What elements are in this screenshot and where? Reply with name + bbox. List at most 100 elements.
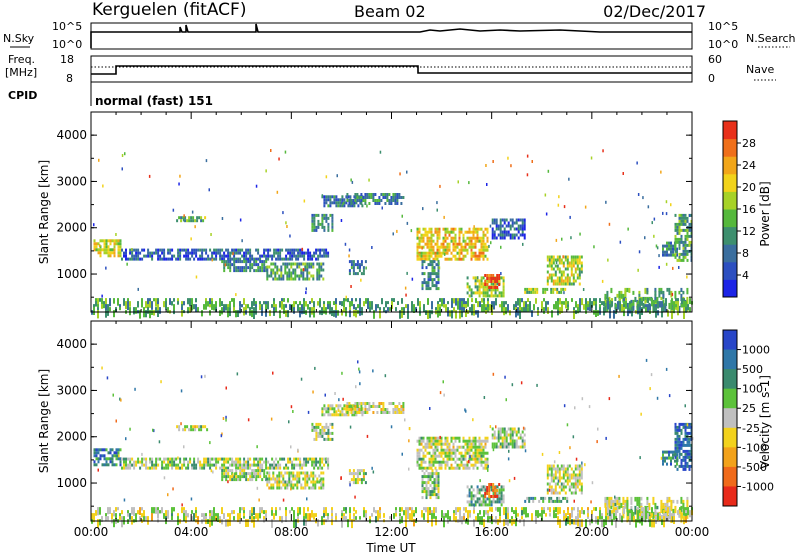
velocity-cell [546,473,549,477]
velocity-cell [105,516,107,521]
velocity-cell [502,494,505,498]
power-cell [572,282,575,286]
velocity-cell [495,445,498,449]
velocity-cell [560,488,563,492]
power-sparse-cell [348,254,350,258]
power-cell [292,271,295,275]
power-cell [535,298,537,304]
power-cell [480,251,483,255]
power-cell [442,245,445,249]
velocity-cell [509,433,512,437]
power-cell [323,198,326,202]
power-cell [637,301,639,307]
velocity-cell [687,507,689,516]
power-cell [566,276,569,280]
velocity-cell [251,478,254,482]
power-cell [480,282,483,286]
velocity-cell [316,477,319,481]
power-cell [117,242,120,246]
power-cell [499,224,502,228]
power-cell [265,260,268,264]
velocity-cell [292,486,295,490]
velocity-cell [298,480,301,484]
velocity-cell [311,463,314,467]
velocity-cell [109,507,111,514]
power-cell [483,307,485,312]
velocity-cell [255,513,257,519]
power-cell [243,269,246,273]
velocity-cell [127,513,129,517]
power-cell [436,245,439,249]
power-cell [478,248,481,252]
velocity-cell [477,513,479,522]
velocity-cell [185,510,187,517]
velocity-cell [355,413,358,417]
power-cell [552,267,555,271]
power-cell [291,257,294,261]
velocity-cell [511,427,514,431]
velocity-cell [470,448,473,452]
velocity-cell [599,510,601,517]
power-cell [424,233,427,237]
velocity-cell [321,410,324,414]
velocity-cell [580,473,583,477]
velocity-cell [418,457,421,461]
velocity-cell [558,491,561,495]
power-cell [276,277,279,281]
velocity-cell [425,496,428,500]
power-cell [473,304,475,312]
velocity-cell [580,464,583,468]
velocity-cell [314,474,317,478]
velocity-cell [573,519,575,525]
power-cell [327,216,330,220]
velocity-cell [145,516,147,522]
power-cell [245,260,248,264]
power-cell [157,298,159,303]
power-cell [464,248,467,252]
power-cell [327,304,329,310]
power-cell [523,224,526,228]
velocity-cell [436,454,439,458]
velocity-sparse-cell [473,503,476,507]
velocity-cell [145,463,148,467]
power-cell [562,279,565,283]
power-cell [274,265,277,269]
power-cell [492,294,495,298]
velocity-cell [550,491,553,495]
power-cell [452,254,455,258]
velocity-cell [659,513,661,519]
velocity-sparse-cell [390,425,393,429]
velocity-cell [676,462,678,466]
velocity-cell [418,436,421,440]
power-cell [161,257,164,261]
velocity-cell [438,451,441,455]
power-cell [686,237,689,241]
velocity-cell [511,519,513,526]
power-sparse-cell [563,205,566,209]
power-cell [472,227,475,231]
velocity-cell [270,483,273,487]
velocity-cell [493,433,496,437]
velocity-cell [433,478,436,482]
power-cell [307,248,310,252]
power-cell [556,264,559,268]
velocity-cell [221,475,224,479]
velocity-cell [382,402,385,405]
power-cell [311,254,314,258]
power-cell [127,301,129,311]
power-cell [548,261,551,265]
velocity-cell [684,434,687,438]
power-cell [325,201,328,205]
power-cell [545,301,547,310]
power-cell [276,271,279,275]
power-cell [161,248,164,252]
velocity-cell [511,430,514,434]
velocity-cell [507,427,510,431]
velocity-cell [176,425,179,429]
velocity-cell [358,411,361,414]
power-cell [493,301,495,310]
power-cell [471,307,473,316]
velocity-cell [676,467,679,471]
power-cell [321,225,324,229]
power-cell [358,269,361,273]
